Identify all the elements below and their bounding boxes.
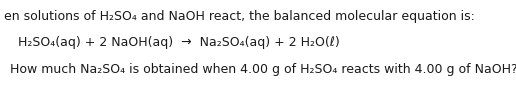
Text: H₂SO₄(aq) + 2 NaOH(aq)  →  Na₂SO₄(aq) + 2 H₂O(ℓ): H₂SO₄(aq) + 2 NaOH(aq) → Na₂SO₄(aq) + 2 … <box>18 36 340 49</box>
Text: en solutions of H₂SO₄ and NaOH react, the balanced molecular equation is:: en solutions of H₂SO₄ and NaOH react, th… <box>4 10 475 23</box>
Text: How much Na₂SO₄ is obtained when 4.00 g of H₂SO₄ reacts with 4.00 g of NaOH?: How much Na₂SO₄ is obtained when 4.00 g … <box>10 63 516 76</box>
